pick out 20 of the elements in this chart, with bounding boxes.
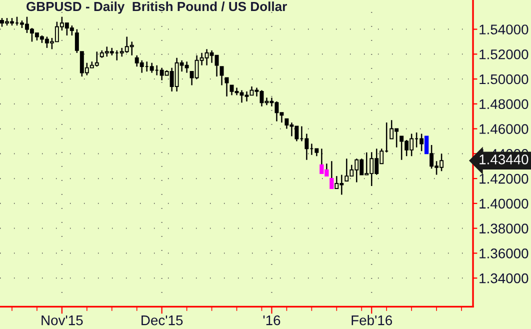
- y-tick-label: 1.40000: [480, 198, 528, 209]
- candlestick: [74, 28, 79, 54]
- candlestick: [224, 77, 229, 98]
- chart-title: GBPUSD - Daily British Pound / US Dollar: [26, 2, 287, 14]
- x-tick-label: Dec'15: [142, 316, 183, 326]
- text: 1.43440: [480, 154, 528, 164]
- y-tick-label: 1.46000: [480, 124, 528, 134]
- candlestick: [424, 136, 429, 154]
- x-tick-label: '16: [263, 315, 280, 326]
- y-tick-label: 1.48000: [480, 99, 528, 110]
- y-tick-label: 1.52000: [480, 49, 528, 60]
- y-tick-label: 1.36000: [480, 248, 528, 258]
- x-tick-label: Feb'16: [352, 315, 392, 326]
- y-tick-label: 1.38000: [480, 224, 528, 234]
- y-tick-label: 1.42000: [480, 174, 528, 184]
- y-tick-label: 1.50000: [480, 74, 528, 84]
- y-tick-label: 1.34000: [480, 273, 528, 284]
- candlestick: [220, 66, 224, 86]
- x-tick-label: Nov'15: [42, 316, 83, 326]
- y-tick-label: 1.54000: [480, 24, 528, 34]
